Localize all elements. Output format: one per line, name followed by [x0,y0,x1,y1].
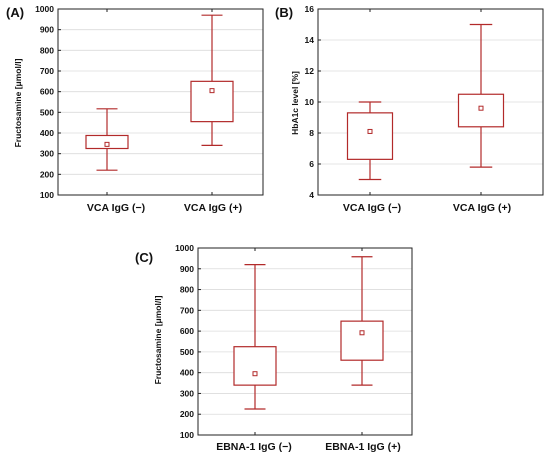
panel-a-box-0-median-marker [104,141,110,147]
panel-a: (A) Fructosamine [μmol/l] VCA IgG (−) VC… [6,4,264,214]
panel-c-y-axis-label: Fructosamine [μmol/l] [153,295,163,384]
panel-b-box-0-iqr-box [346,112,394,160]
panel-a-y-tick-label-6: 700 [40,66,54,76]
panel-b-box-0-median-marker [367,128,373,134]
panel-a-y-tick-label-1: 200 [40,169,54,179]
panel-c-y-tick-label-8: 900 [180,264,194,274]
panel-a-y-tick-label-5: 600 [40,87,54,97]
panel-b-y-tick-label-0: 4 [309,190,314,200]
panel-c-y-tick-label-4: 500 [180,347,194,357]
panel-b-y-tick-label-3: 10 [305,97,315,107]
panel-c-box-0-iqr-box [233,346,277,386]
panel-b-tag: (B) [275,5,293,20]
panel-a-y-tick-label-0: 100 [40,190,54,200]
panel-a-y-tick-label-7: 800 [40,45,54,55]
panel-b-y-tick-label-5: 14 [305,35,315,45]
panel-b-box-1-median-marker [478,105,484,111]
panel-b-y-tick-label-4: 12 [305,66,315,76]
panel-a-y-tick-label-4: 500 [40,107,54,117]
panel-c-y-tick-label-9: 1000 [175,243,194,253]
panel-c-y-tick-label-1: 200 [180,409,194,419]
panel-b-category-0: VCA IgG (−) [343,202,401,214]
panel-c-box-0-median-marker [252,371,258,377]
panel-b-y-tick-label-6: 16 [305,4,315,14]
panel-c-y-tick-label-0: 100 [180,430,194,440]
panel-a-category-0: VCA IgG (−) [87,202,145,214]
panel-c-y-tick-label-2: 300 [180,388,194,398]
panel-c-y-tick-label-7: 800 [180,285,194,295]
panel-c-box-1-median-marker [359,330,365,336]
panel-b-y-tick-label-2: 8 [309,128,314,138]
panel-a-y-tick-label-9: 1000 [35,4,54,14]
panel-a-y-tick-label-8: 900 [40,25,54,35]
panel-a-plot-frame [57,8,264,196]
panel-a-box-1-iqr-box [190,80,234,123]
panel-c-box-1-iqr-box [340,320,384,361]
panel-c-y-tick-label-5: 600 [180,326,194,336]
panel-c-plot-frame [197,247,413,436]
panel-c-category-1: EBNA-1 IgG (+) [325,441,401,453]
panel-a-y-axis-label: Fructosamine [μmol/l] [13,58,23,147]
panel-a-y-tick-label-3: 400 [40,128,54,138]
panel-a-box-1-median-marker [209,88,215,94]
panel-c-tag: (C) [135,250,153,265]
panel-a-tag: (A) [6,5,24,20]
panel-c: (C) Fructosamine [μmol/l] EBNA-1 IgG (−)… [135,243,413,453]
panel-b-y-axis-label: HbA1c level [%] [290,71,300,135]
panel-b: (B) HbA1c level [%] VCA IgG (−) VCA IgG … [275,4,544,214]
panel-b-category-1: VCA IgG (+) [453,202,511,214]
panel-b-y-tick-label-1: 6 [309,159,314,169]
panel-c-y-tick-label-3: 400 [180,368,194,378]
panel-a-category-1: VCA IgG (+) [184,202,242,214]
panel-c-category-0: EBNA-1 IgG (−) [216,441,292,453]
panel-c-y-tick-label-6: 700 [180,305,194,315]
panel-a-y-tick-label-2: 300 [40,149,54,159]
